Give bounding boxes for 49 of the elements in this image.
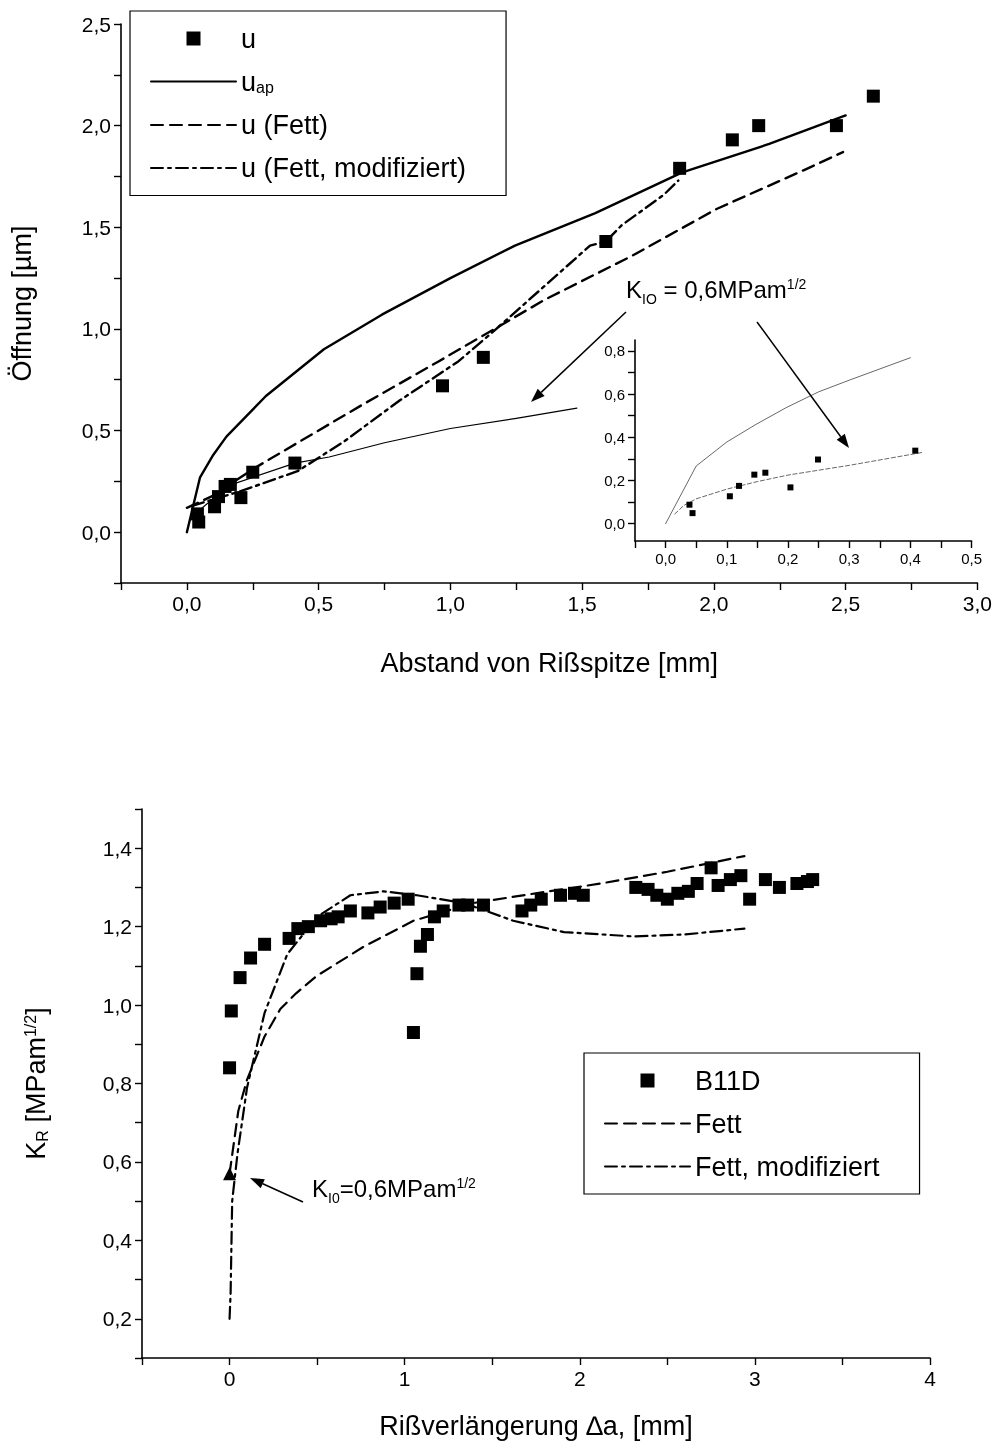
x-tick-label: 2,0 [699, 592, 729, 615]
x-axis-title: Abstand von Rißspitze [mm] [380, 647, 719, 678]
x-tick-label: 0,2 [777, 550, 799, 567]
legend-label: uap [241, 66, 274, 97]
x-tick-label: 0,0 [655, 550, 677, 567]
x-tick-label: 1,5 [567, 592, 597, 615]
x-tick-label: 0,1 [716, 550, 738, 567]
x-tick-label: 4 [924, 1367, 937, 1390]
y-tick-label: 0,5 [81, 419, 111, 443]
legend-label: Fett, modifiziert [695, 1151, 881, 1182]
x-tick-label: 3,0 [962, 592, 993, 615]
y-tick-label: 1,0 [81, 317, 111, 341]
x-tick-label: 1 [398, 1367, 411, 1390]
y-axis-title: Öffnung [µm] [6, 225, 37, 382]
legend-label: Fett [695, 1108, 743, 1139]
x-tick-label: 2,5 [831, 592, 861, 615]
annotation: K$_{I0}$=0,6MPam$^{1/2}$ [312, 1175, 476, 1206]
legend-label: u (Fett) [241, 110, 329, 140]
y-tick-label: 0,0 [604, 515, 625, 533]
y-tick-label: 2,0 [81, 114, 111, 138]
y-tick-label: 1,4 [102, 836, 133, 860]
y-tick-label: 0,2 [102, 1307, 132, 1331]
legend-label: u [241, 23, 257, 54]
annotation: K$_{IO}$ = 0,6MPam$^{1/2}$ [626, 276, 807, 307]
y-tick-label: 0,8 [102, 1072, 132, 1095]
y-tick-label: 0,6 [604, 385, 625, 403]
x-tick-label: 1,0 [435, 592, 465, 615]
x-tick-label: 0,3 [838, 550, 860, 567]
y-tick-label: 1,2 [102, 915, 132, 939]
y-tick-label: 2,5 [81, 12, 111, 36]
legend-label: u (Fett, modifiziert) [241, 153, 467, 183]
y-tick-label: 0,6 [102, 1150, 132, 1174]
y-tick-label: 1,0 [102, 993, 132, 1017]
x-tick-label: 0,5 [961, 550, 982, 567]
x-axis-title: Rißverlängerung ∆a, [mm] [379, 1410, 693, 1441]
x-tick-label: 0,5 [304, 592, 334, 615]
x-tick-label: 2 [573, 1367, 586, 1390]
x-tick-label: 0,4 [899, 550, 921, 567]
y-tick-label: 0,4 [604, 428, 625, 446]
legend-label: B11D [695, 1065, 761, 1096]
y-tick-label: 1,5 [81, 215, 111, 239]
x-tick-label: 0,0 [172, 592, 202, 615]
y-tick-label: 0,2 [604, 471, 625, 489]
y-tick-label: 0,8 [604, 342, 625, 360]
y-tick-label: 0,0 [81, 520, 111, 544]
y-tick-label: 0,4 [102, 1228, 133, 1252]
x-tick-label: 3 [749, 1367, 761, 1390]
y-axis-title: KR [MPam1/2] [21, 1007, 51, 1160]
x-tick-label: 0 [223, 1367, 236, 1390]
